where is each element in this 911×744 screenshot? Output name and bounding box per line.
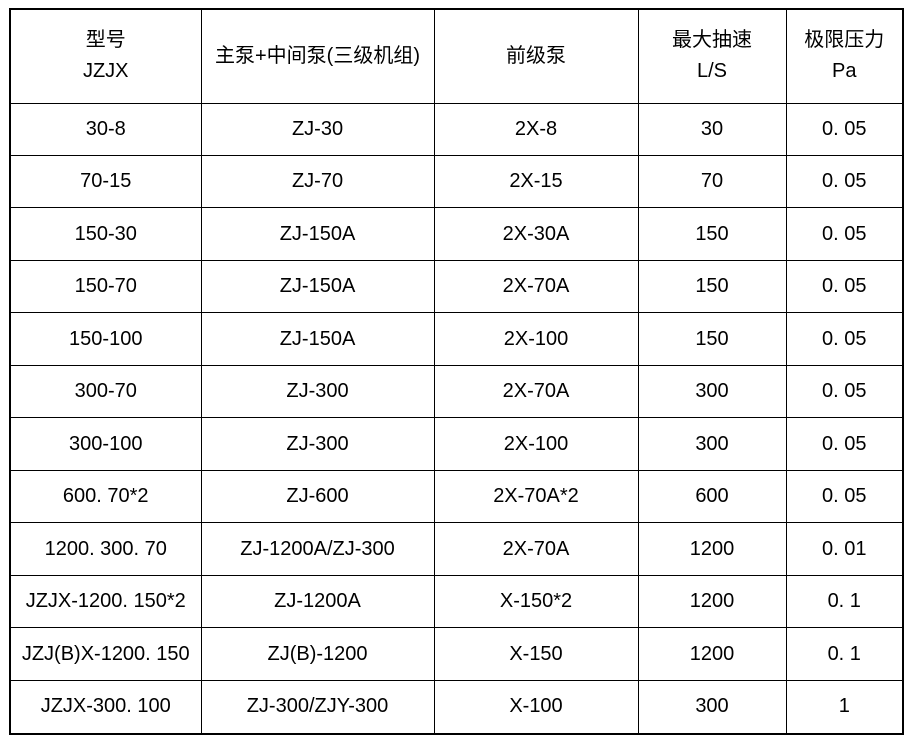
table-cell-main-plus-intermediate-pump: ZJ-300/ZJY-300 — [200, 679, 435, 735]
table-cell-backing-pump: 2X-70A — [433, 364, 639, 419]
table-cell-ultimate-pressure-pa: 0. 05 — [785, 469, 904, 524]
table-cell-max-pumping-speed-l-per-s: 150 — [637, 207, 787, 261]
table-cell-ultimate-pressure-pa: 0. 05 — [785, 417, 904, 471]
table-row: JZJX-300. 100 ZJ-300/ZJY-300 X-100 300 1 — [9, 679, 904, 735]
table-cell-ultimate-pressure-pa: 0. 05 — [785, 102, 904, 156]
table-cell-max-pumping-speed-l-per-s: 300 — [637, 417, 787, 471]
table-header: 型号 JZJX 主泵+中间泵(三级机组) 前级泵 最大抽速 L/S 极限压力 — [9, 8, 904, 104]
header-model-line1: 型号 — [85, 29, 126, 52]
table-cell-max-pumping-speed-l-per-s: 1200 — [637, 522, 787, 576]
table-cell-model: 70-15 — [9, 154, 202, 209]
table-row: 150-70 ZJ-150A 2X-70A 150 0. 05 — [9, 259, 904, 314]
table-cell-backing-pump: X-150 — [433, 627, 639, 681]
table-cell-ultimate-pressure-pa: 0. 1 — [785, 574, 904, 629]
table-cell-backing-pump: 2X-70A — [433, 522, 639, 576]
table-cell-main-plus-intermediate-pump: ZJ-300 — [200, 417, 435, 471]
table-row: JZJ(B)X-1200. 150 ZJ(B)-1200 X-150 1200 0. 1 — [9, 627, 904, 681]
table-cell-model: 30-8 — [9, 102, 202, 156]
table-cell-backing-pump: 2X-8 — [433, 102, 639, 156]
header-max-speed-line2: L/S — [696, 60, 728, 83]
header-row: 型号 JZJX 主泵+中间泵(三级机组) 前级泵 最大抽速 L/S 极限压力 — [9, 8, 904, 104]
table-body: 30-8 ZJ-30 2X-8 30 0. 05 70-15 ZJ-70 2X-15 70 0. … — [9, 102, 904, 735]
table-cell-max-pumping-speed-l-per-s: 300 — [637, 679, 787, 735]
header-ultimate-pressure-line1: 极限压力 — [804, 29, 885, 52]
table-cell-ultimate-pressure-pa: 0. 05 — [785, 259, 904, 314]
table-cell-max-pumping-speed-l-per-s: 150 — [637, 259, 787, 314]
table-cell-ultimate-pressure-pa: 0. 05 — [785, 312, 904, 366]
table-cell-ultimate-pressure-pa: 0. 05 — [785, 154, 904, 209]
table-cell-model: 150-70 — [9, 259, 202, 314]
table-cell-main-plus-intermediate-pump: ZJ-30 — [200, 102, 435, 156]
table-cell-model: JZJX-1200. 150*2 — [9, 574, 202, 629]
table-cell-ultimate-pressure-pa: 0. 05 — [785, 364, 904, 419]
table-row: 300-70 ZJ-300 2X-70A 300 0. 05 — [9, 364, 904, 419]
table-cell-main-plus-intermediate-pump: ZJ-150A — [200, 259, 435, 314]
table-cell-main-plus-intermediate-pump: ZJ-1200A/ZJ-300 — [200, 522, 435, 576]
table-cell-max-pumping-speed-l-per-s: 70 — [637, 154, 787, 209]
table-cell-model: 300-100 — [9, 417, 202, 471]
table-row: 70-15 ZJ-70 2X-15 70 0. 05 — [9, 154, 904, 209]
table-cell-backing-pump: X-100 — [433, 679, 639, 735]
table-row: 1200. 300. 70 ZJ-1200A/ZJ-300 2X-70A 1200 0.… — [9, 522, 904, 576]
table-row: 30-8 ZJ-30 2X-8 30 0. 05 — [9, 102, 904, 156]
header-max-speed-line1: 最大抽速 — [672, 29, 752, 52]
table-cell-main-plus-intermediate-pump: ZJ-150A — [200, 207, 435, 261]
header-model-line2: JZJX — [82, 60, 129, 83]
table-row: 150-100 ZJ-150A 2X-100 150 0. 05 — [9, 312, 904, 366]
table-row: JZJX-1200. 150*2 ZJ-1200A X-150*2 1200 0. 1 — [9, 574, 904, 629]
table-cell-max-pumping-speed-l-per-s: 1200 — [637, 574, 787, 629]
table-cell-ultimate-pressure-pa: 0. 05 — [785, 207, 904, 261]
table-cell-max-pumping-speed-l-per-s: 150 — [637, 312, 787, 366]
table-cell-main-plus-intermediate-pump: ZJ-1200A — [200, 574, 435, 629]
table-cell-model: JZJX-300. 100 — [9, 679, 202, 735]
header-cell-ultimate-pressure: 极限压力 Pa — [785, 8, 904, 104]
table-row: 150-30 ZJ-150A 2X-30A 150 0. 05 — [9, 207, 904, 261]
table-row: 600. 70*2 ZJ-600 2X-70A*2 600 0. 05 — [9, 469, 904, 524]
table-cell-backing-pump: X-150*2 — [433, 574, 639, 629]
table-cell-main-plus-intermediate-pump: ZJ(B)-1200 — [200, 627, 435, 681]
table-cell-main-plus-intermediate-pump: ZJ-70 — [200, 154, 435, 209]
table-cell-max-pumping-speed-l-per-s: 600 — [637, 469, 787, 524]
header-cell-model: 型号 JZJX — [9, 8, 202, 104]
table-cell-model: 150-100 — [9, 312, 202, 366]
table-cell-max-pumping-speed-l-per-s: 300 — [637, 364, 787, 419]
table-cell-ultimate-pressure-pa: 0. 1 — [785, 627, 904, 681]
header-ultimate-pressure-line2: Pa — [832, 60, 857, 83]
pump-spec-table: 型号 JZJX 主泵+中间泵(三级机组) 前级泵 最大抽速 L/S 极限压力 — [9, 8, 904, 735]
table-cell-ultimate-pressure-pa: 0. 01 — [785, 522, 904, 576]
table-cell-model: 600. 70*2 — [9, 469, 202, 524]
table-cell-backing-pump: 2X-100 — [433, 312, 639, 366]
table-cell-max-pumping-speed-l-per-s: 1200 — [637, 627, 787, 681]
table-cell-max-pumping-speed-l-per-s: 30 — [637, 102, 787, 156]
table-cell-backing-pump: 2X-100 — [433, 417, 639, 471]
table-cell-main-plus-intermediate-pump: ZJ-300 — [200, 364, 435, 419]
header-main-pump-line1: 主泵+中间泵(三级机组) — [215, 44, 420, 67]
header-backing-pump-line1: 前级泵 — [506, 44, 566, 67]
table-cell-backing-pump: 2X-15 — [433, 154, 639, 209]
table-cell-backing-pump: 2X-70A — [433, 259, 639, 314]
table-cell-main-plus-intermediate-pump: ZJ-150A — [200, 312, 435, 366]
table-cell-backing-pump: 2X-30A — [433, 207, 639, 261]
table-cell-ultimate-pressure-pa: 1 — [785, 679, 904, 735]
header-cell-backing-pump: 前级泵 — [433, 8, 639, 104]
table-cell-model: JZJ(B)X-1200. 150 — [9, 627, 202, 681]
table-cell-model: 1200. 300. 70 — [9, 522, 202, 576]
header-cell-max-speed: 最大抽速 L/S — [637, 8, 787, 104]
header-cell-main-pump: 主泵+中间泵(三级机组) — [200, 8, 435, 104]
table-cell-model: 150-30 — [9, 207, 202, 261]
table-cell-backing-pump: 2X-70A*2 — [433, 469, 639, 524]
table-cell-main-plus-intermediate-pump: ZJ-600 — [200, 469, 435, 524]
table-cell-model: 300-70 — [9, 364, 202, 419]
table-row: 300-100 ZJ-300 2X-100 300 0. 05 — [9, 417, 904, 471]
